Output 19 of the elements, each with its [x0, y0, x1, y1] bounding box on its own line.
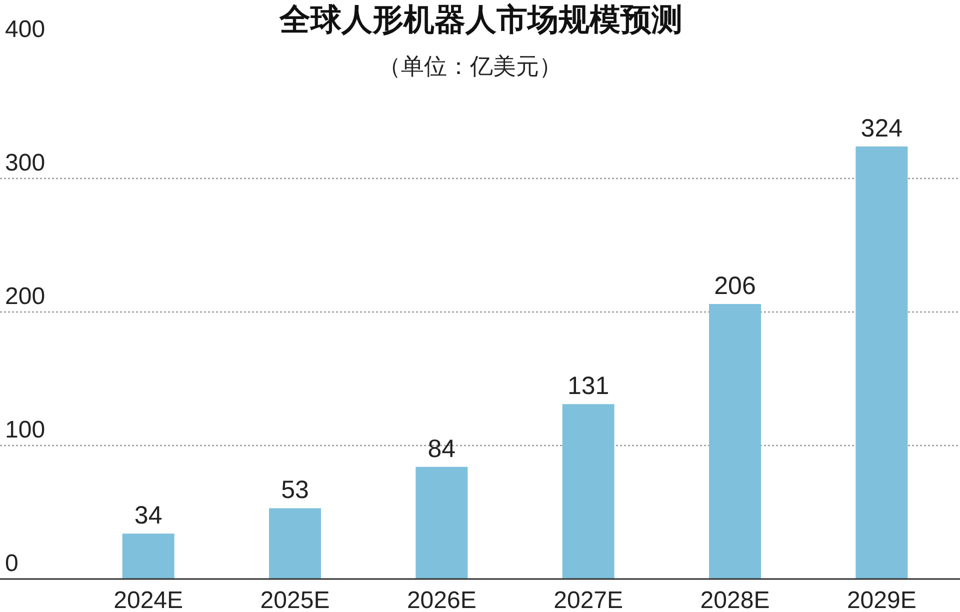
- chart-subtitle: （单位：亿美元）: [378, 53, 562, 79]
- y-tick-label: 400: [5, 16, 46, 43]
- data-label: 131: [567, 372, 610, 400]
- data-label: 34: [134, 502, 162, 530]
- y-tick-label: 300: [5, 150, 46, 176]
- y-tick-label: 0: [5, 550, 18, 577]
- data-label: 206: [714, 272, 756, 300]
- chart-title: 全球人形机器人市场规模预测: [278, 2, 682, 37]
- x-tick-label: 2026E: [406, 587, 476, 612]
- y-tick-label: 200: [5, 283, 46, 310]
- y-tick-label: 100: [5, 416, 46, 444]
- x-tick-label: 2025E: [260, 587, 330, 612]
- data-label: 53: [281, 476, 309, 504]
- data-label: 84: [428, 434, 456, 463]
- data-label: 324: [860, 114, 903, 142]
- x-tick-label: 2024E: [114, 587, 184, 612]
- x-tick-label: 2028E: [700, 587, 770, 612]
- x-tick-label: 2027E: [554, 587, 624, 612]
- x-tick-label: 2029E: [846, 587, 916, 612]
